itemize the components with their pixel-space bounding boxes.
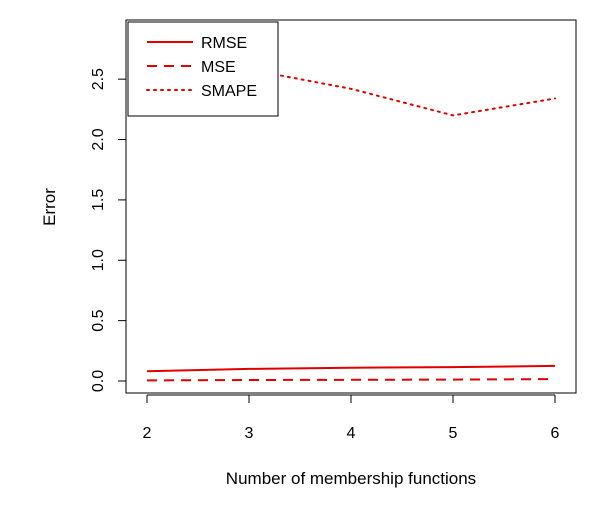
y-tick-label: 0.0: [90, 370, 107, 392]
x-tick-label: 4: [347, 425, 356, 442]
legend: RMSE MSE SMAPE: [127, 21, 279, 117]
y-tick-label: 1.5: [90, 189, 107, 211]
y-axis-title: Error: [40, 188, 59, 226]
legend-box: [127, 21, 279, 117]
x-tick-label: 5: [449, 425, 458, 442]
y-tick-label: 1.0: [90, 249, 107, 271]
x-axis: 2 3 4 5 6: [143, 394, 560, 442]
y-axis: 0.0 0.5 1.0 1.5 2.0 2.5: [90, 68, 127, 392]
x-tick-label: 6: [551, 425, 560, 442]
y-tick-label: 2.5: [90, 68, 107, 90]
x-axis-title: Number of membership functions: [226, 469, 476, 488]
y-tick-label: 0.5: [90, 309, 107, 331]
series-line-mse: [146, 378, 556, 382]
legend-label-smape: SMAPE: [201, 83, 257, 100]
series-line-rmse: [146, 364, 556, 373]
x-tick-label: 2: [143, 425, 152, 442]
y-tick-label: 2.0: [90, 128, 107, 150]
legend-items: RMSE MSE SMAPE: [146, 35, 257, 100]
legend-label-rmse: RMSE: [201, 35, 247, 52]
x-tick-label: 3: [245, 425, 254, 442]
legend-label-mse: MSE: [201, 59, 236, 76]
